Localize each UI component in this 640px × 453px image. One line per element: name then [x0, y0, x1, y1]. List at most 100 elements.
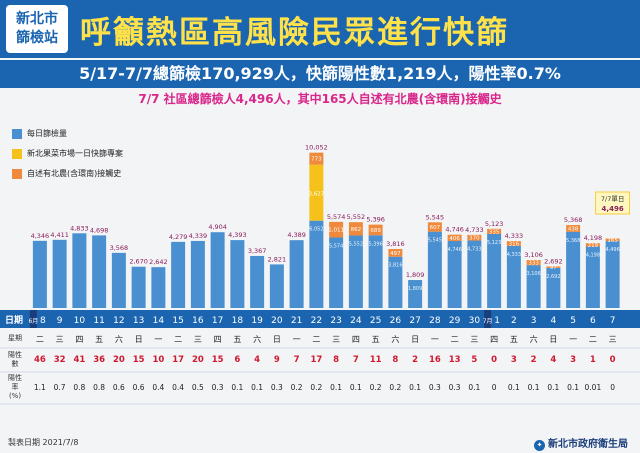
- date-tick-label: 8: [40, 316, 46, 326]
- date-tick-label: 21: [291, 316, 302, 326]
- legend-swatch-orange: [12, 168, 22, 179]
- positive-count-cell: 5: [471, 355, 477, 365]
- positive-count-cell: 46: [34, 355, 46, 365]
- bar-total-label: 4,411: [50, 231, 69, 239]
- bar-daily: [408, 280, 423, 308]
- bar-inner-label: 5,545: [428, 238, 442, 244]
- date-tick-label: 1: [494, 316, 500, 326]
- date-tick-label: 28: [429, 316, 441, 326]
- positive-row-label: 陽性: [8, 350, 22, 359]
- bar-inner-label: 1,809: [408, 286, 422, 292]
- weekday-cell: 六: [391, 334, 399, 344]
- weekday-cell: 一: [293, 335, 301, 344]
- positive-count-cell: 2: [412, 355, 418, 365]
- bar-daily: [250, 255, 265, 308]
- bar-contact-history: [566, 225, 581, 232]
- date-strip: [0, 310, 640, 328]
- positive-count-cell: 0: [610, 355, 616, 365]
- bar-total-label: 4,346: [31, 232, 50, 240]
- bar-total-label: 4,339: [189, 232, 208, 240]
- station-logo: 新北市 篩檢站: [6, 5, 68, 53]
- weekday-cell: 六: [253, 334, 261, 344]
- weekday-cell: 一: [569, 335, 577, 344]
- weekday-cell: 一: [154, 335, 162, 344]
- publisher: ✦ 新北市政府衛生局: [534, 435, 628, 451]
- positive-rate-cell: 0.01: [585, 383, 602, 392]
- bar-inner-label: 4,198: [586, 253, 600, 259]
- bar-inner-label: 5,368: [566, 238, 580, 244]
- bar-total-label: 5,552: [347, 213, 366, 221]
- date-tick-label: 24: [350, 316, 362, 326]
- bar-inner-label: 4,496: [605, 247, 619, 253]
- positive-rate-cell: 0.8: [73, 383, 85, 392]
- bar-daily: [92, 235, 107, 308]
- weekday-cell: 一: [431, 335, 439, 344]
- weekday-cell: 五: [95, 335, 103, 344]
- date-tick-label: 26: [390, 316, 402, 326]
- weekday-cell: 日: [273, 335, 281, 344]
- weekday-cell: 日: [411, 335, 419, 344]
- positive-rate-cell: 0.1: [251, 383, 263, 392]
- bar-daily: [289, 240, 304, 308]
- bar-daily: [111, 252, 126, 308]
- bar-daily: [329, 237, 344, 308]
- contact-value-label: 97: [550, 265, 557, 271]
- contact-value-label: 316: [509, 241, 520, 247]
- contact-value-label: 689: [370, 228, 381, 234]
- positive-count-cell: 20: [192, 355, 204, 365]
- month-marker-box: [484, 310, 492, 328]
- bar-inner-label: 4,733: [467, 247, 481, 253]
- bar-contact-history: [487, 228, 502, 235]
- weekday-cell: 二: [312, 335, 320, 344]
- weekday-cell: 日: [135, 335, 143, 344]
- positive-count-cell: 9: [274, 355, 280, 365]
- bar-total-label: 2,692: [544, 257, 563, 265]
- bar-daily: [506, 245, 521, 308]
- legend-swatch-yellow: [12, 148, 22, 159]
- bar-total-label: 4,389: [287, 231, 306, 239]
- bar-contact-history: [427, 222, 442, 232]
- date-tick-label: 29: [449, 316, 461, 326]
- bar-daily: [171, 241, 186, 308]
- legend-label-daily: 每日篩檢量: [27, 129, 67, 138]
- date-tick-label: 14: [153, 316, 165, 326]
- bar-daily: [447, 240, 462, 308]
- date-tick-label: 3: [531, 316, 537, 326]
- contact-value-label: 1,011: [328, 228, 344, 234]
- callout-line-1: 7/7單日: [601, 195, 624, 203]
- positive-rate-cell: 0.1: [468, 383, 480, 392]
- government-seal-icon: ✦: [534, 440, 545, 451]
- bar-daily: [348, 235, 363, 308]
- date-tick-label: 4: [551, 316, 557, 326]
- bar-contact-history: [605, 238, 620, 242]
- table-date: 製表日期 2021/7/8: [8, 438, 79, 447]
- weekday-cell: 三: [56, 335, 64, 344]
- contact-value-label: 219: [588, 243, 599, 249]
- bar-market-project: [309, 164, 324, 221]
- bar-daily: [210, 232, 225, 308]
- positive-rate-cell: 0.1: [330, 383, 342, 392]
- positive-count-cell: 8: [392, 355, 398, 365]
- positive-rate-cell: 0: [492, 383, 497, 392]
- weekday-cell: 二: [174, 335, 182, 344]
- weekday-cell: 三: [332, 335, 340, 344]
- positive-count-cell: 0: [491, 355, 497, 365]
- positive-count-cell: 20: [113, 355, 125, 365]
- positive-rate-cell: 0.1: [409, 383, 421, 392]
- date-tick-label: 23: [330, 316, 341, 326]
- positive-rate-cell: 0.2: [291, 383, 303, 392]
- bar-daily: [230, 240, 245, 308]
- bar-total-label: 5,545: [426, 213, 445, 221]
- bar-inner-label: 3,106: [526, 271, 540, 277]
- logo-line-1: 新北市: [16, 11, 58, 27]
- bar-inner-label: 3,816: [388, 263, 402, 269]
- callout-box: [595, 191, 631, 215]
- bar-daily: [368, 235, 383, 308]
- date-tick-label: 19: [251, 316, 263, 326]
- bar-daily: [52, 239, 67, 308]
- positive-rate-cell: 0: [610, 383, 615, 392]
- positive-rate-cell: 0.6: [133, 383, 145, 392]
- contact-value-label: 165: [607, 238, 618, 244]
- contact-value-label: 497: [390, 251, 401, 257]
- date-tick-label: 9: [57, 316, 63, 326]
